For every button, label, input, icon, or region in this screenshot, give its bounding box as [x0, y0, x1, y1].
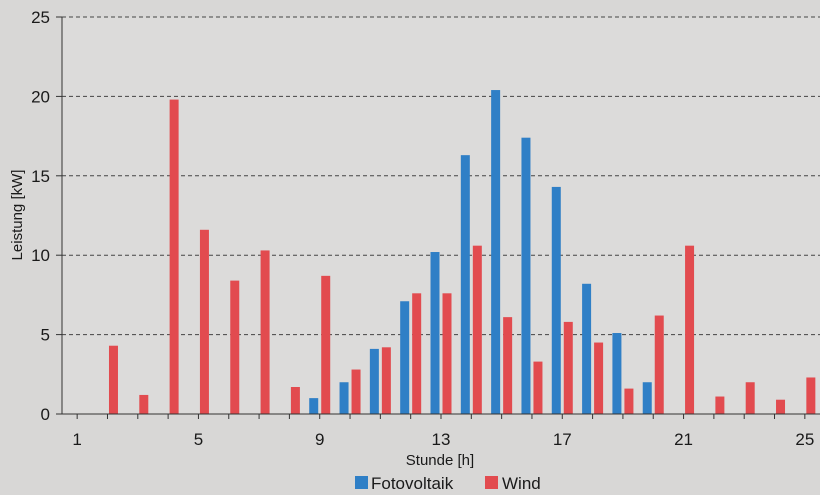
- bar-wind-16: [533, 361, 543, 414]
- x-tick-label-17: 17: [553, 430, 572, 449]
- bar-wind-24: [776, 399, 786, 414]
- bar-wind-19: [624, 388, 634, 414]
- bar-fotovoltaik-10: [339, 382, 349, 414]
- bar-wind-23: [745, 382, 755, 414]
- y-axis-title: Leistung [kW]: [9, 170, 26, 261]
- x-tick-label-5: 5: [194, 430, 203, 449]
- bar-fotovoltaik-20: [642, 382, 652, 414]
- bar-wind-10: [351, 369, 361, 414]
- x-tick-label-25: 25: [795, 430, 814, 449]
- bar-fotovoltaik-18: [582, 283, 592, 414]
- x-tick-label-9: 9: [315, 430, 324, 449]
- x-ticks: 1 5 9 13 17 21 25: [72, 414, 814, 449]
- y-tick-label-25: 25: [31, 8, 50, 27]
- y-tick-label-10: 10: [31, 246, 50, 265]
- bar-fotovoltaik-19: [612, 333, 622, 414]
- bar-fotovoltaik-15: [491, 90, 501, 414]
- bar-wind-20: [654, 315, 664, 414]
- legend-label-fotovoltaik: Fotovoltaik: [371, 474, 454, 493]
- legend-swatch-wind: [485, 476, 498, 489]
- y-tick-label-5: 5: [41, 326, 50, 345]
- y-tick-label-0: 0: [41, 405, 50, 424]
- legend: Fotovoltaik Wind: [355, 474, 541, 493]
- bar-fotovoltaik-11: [369, 348, 379, 414]
- bar-wind-13: [442, 293, 452, 414]
- bar-wind-21: [685, 245, 695, 414]
- bar-wind-14: [472, 245, 482, 414]
- bar-wind-6: [230, 280, 240, 414]
- x-tick-label-1: 1: [72, 430, 81, 449]
- bars: [108, 90, 816, 415]
- bar-wind-2: [108, 345, 118, 414]
- y-tick-label-20: 20: [31, 87, 50, 106]
- x-axis-title: Stunde [h]: [406, 452, 474, 469]
- x-tick-label-13: 13: [432, 430, 451, 449]
- legend-label-wind: Wind: [502, 474, 541, 493]
- bar-wind-11: [381, 347, 391, 414]
- bar-wind-9: [321, 275, 331, 414]
- y-tick-label-15: 15: [31, 167, 50, 186]
- bar-fotovoltaik-14: [460, 155, 470, 414]
- bar-wind-8: [290, 387, 300, 414]
- bar-wind-3: [139, 394, 149, 414]
- bar-fotovoltaik-13: [430, 252, 440, 414]
- bar-fotovoltaik-16: [521, 137, 531, 415]
- bar-wind-4: [169, 99, 179, 415]
- x-tick-label-21: 21: [674, 430, 693, 449]
- bar-wind-25: [806, 377, 816, 414]
- bar-wind-15: [503, 317, 513, 414]
- bar-wind-18: [594, 342, 604, 414]
- bar-wind-17: [563, 321, 573, 414]
- bar-fotovoltaik-17: [551, 186, 561, 414]
- bar-wind-7: [260, 250, 270, 414]
- y-ticks: 0 5 10 15 20 25: [31, 8, 62, 424]
- bar-wind-12: [412, 293, 422, 414]
- bar-fotovoltaik-9: [309, 398, 319, 414]
- bar-wind-22: [715, 396, 725, 414]
- bar-fotovoltaik-12: [400, 301, 410, 414]
- bar-wind-5: [199, 229, 209, 414]
- legend-swatch-fotovoltaik: [355, 476, 368, 489]
